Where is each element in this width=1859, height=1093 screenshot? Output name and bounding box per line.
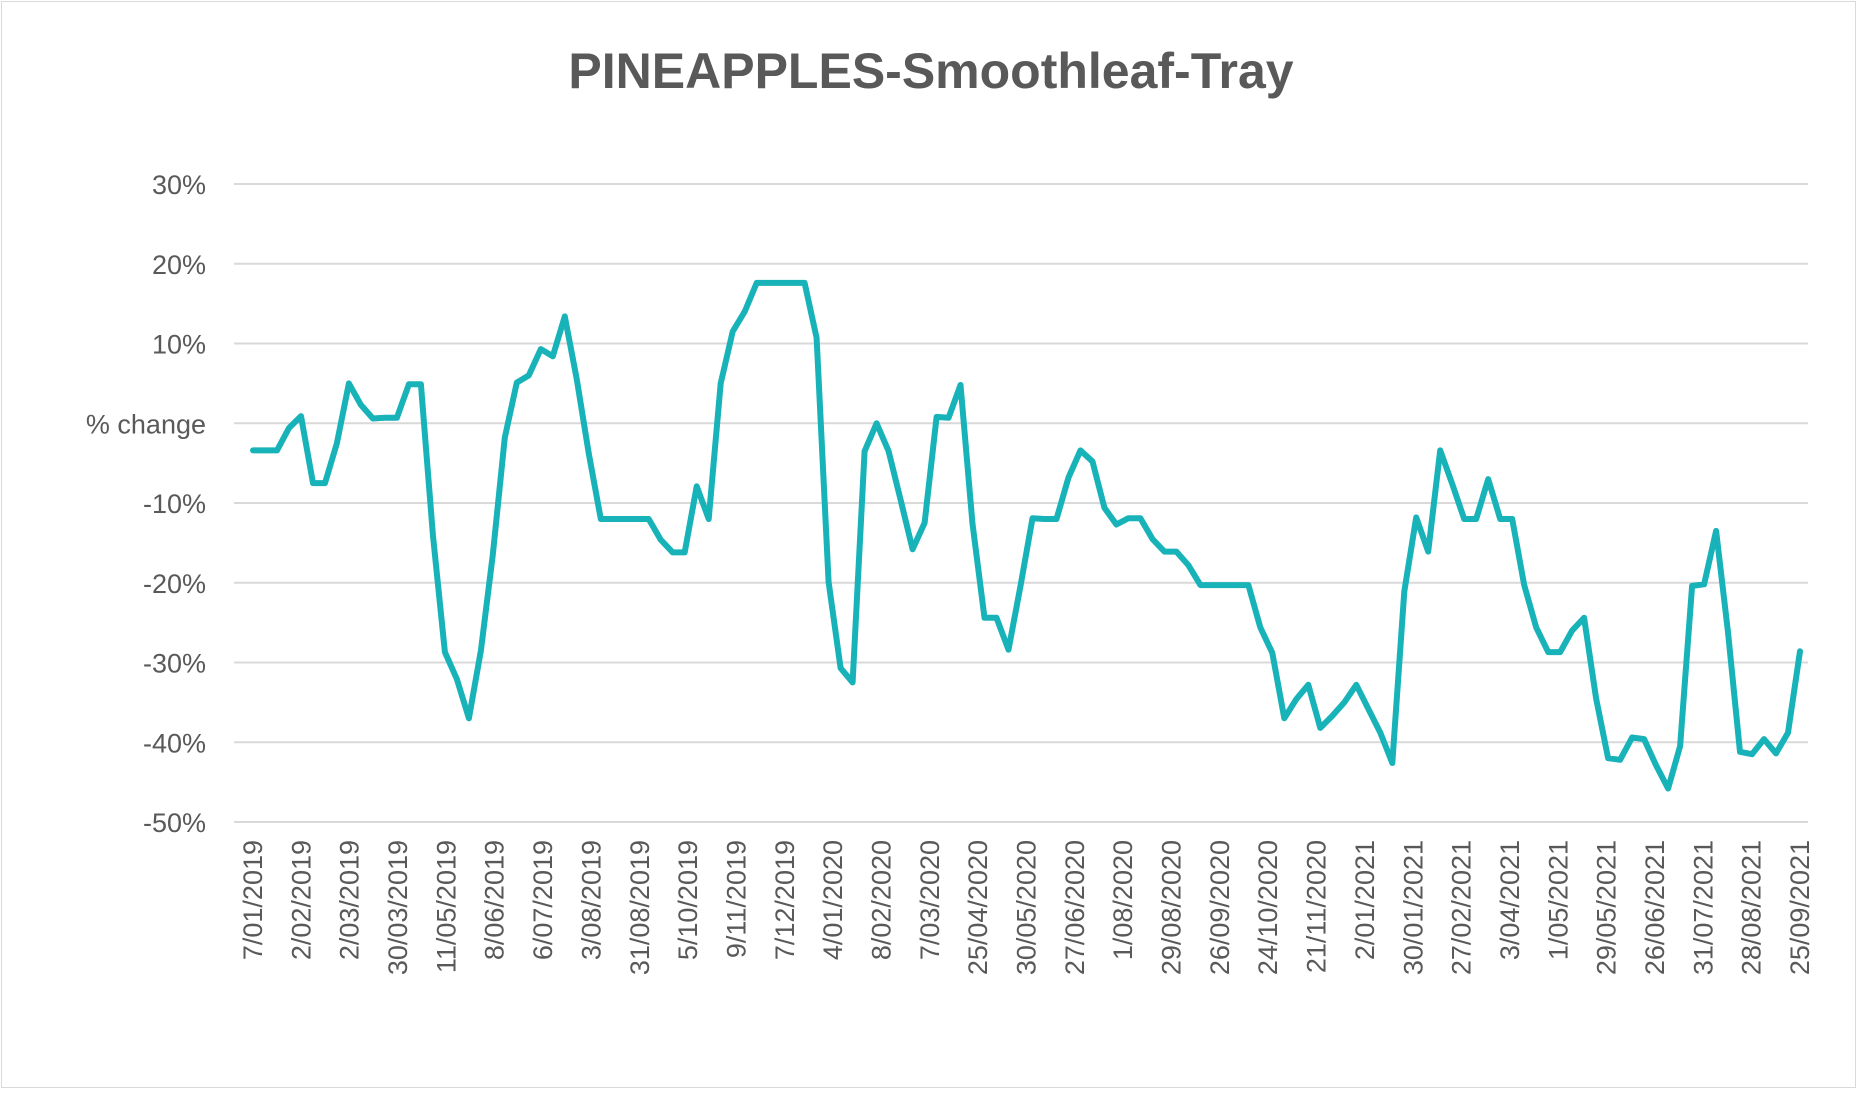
- x-tick-label: 2/01/2021: [1350, 840, 1380, 960]
- x-tick-label: 21/11/2020: [1302, 840, 1332, 973]
- series-layer: [250, 279, 1803, 792]
- x-tick-label: 26/06/2021: [1640, 840, 1670, 975]
- x-tick-label: 7/01/2019: [238, 840, 268, 960]
- x-tick-label: 29/08/2020: [1157, 840, 1187, 975]
- x-tick-label: 3/08/2019: [576, 840, 606, 960]
- x-tick-label: 30/01/2021: [1398, 840, 1428, 975]
- series-line: [250, 279, 1803, 792]
- gridlines: [234, 183, 1808, 823]
- y-tick-label: -10%: [143, 489, 206, 519]
- x-tick-label: 31/08/2019: [625, 840, 655, 975]
- x-tick-label: 24/10/2020: [1253, 840, 1283, 975]
- y-tick-label: 10%: [152, 330, 206, 360]
- x-tick-label: 9/11/2019: [721, 840, 751, 958]
- x-tick-label: 29/05/2021: [1592, 840, 1622, 975]
- x-tick-label: 7/03/2020: [915, 840, 945, 960]
- x-tick-label: 1/08/2020: [1108, 840, 1138, 960]
- x-axis-tick-labels: 7/01/2019 2/02/2019 2/03/2019 30/03/2019 11/…: [238, 840, 1815, 975]
- x-tick-label: 4/01/2020: [818, 840, 848, 960]
- x-tick-label: 11/05/2019: [431, 840, 461, 973]
- x-tick-label: 27/06/2020: [1060, 840, 1090, 975]
- x-tick-label: 28/08/2021: [1737, 840, 1767, 975]
- x-tick-label: 26/09/2020: [1205, 840, 1235, 975]
- x-tick-label: 2/02/2019: [286, 840, 316, 960]
- x-tick-label: 1/05/2021: [1543, 840, 1573, 960]
- x-tick-label: 30/05/2020: [1012, 840, 1042, 975]
- y-tick-label: -20%: [143, 569, 206, 599]
- chart-title: PINEAPPLES-Smoothleaf-Tray: [568, 43, 1293, 99]
- x-tick-label: 3/04/2021: [1495, 840, 1525, 960]
- y-axis-label: % change: [86, 409, 206, 439]
- x-tick-label: 27/02/2021: [1447, 840, 1477, 975]
- x-tick-label: 2/03/2019: [335, 840, 365, 960]
- x-tick-label: 7/12/2019: [770, 840, 800, 960]
- x-tick-label: 8/02/2020: [867, 840, 897, 960]
- x-tick-label: 25/09/2021: [1785, 840, 1815, 975]
- x-tick-label: 31/07/2021: [1688, 840, 1718, 975]
- x-tick-label: 25/04/2020: [963, 840, 993, 975]
- y-tick-label: -50%: [143, 808, 206, 838]
- y-tick-label: -30%: [143, 649, 206, 679]
- y-tick-label: 30%: [152, 170, 206, 200]
- y-tick-label: -40%: [143, 728, 206, 758]
- x-tick-label: 8/06/2019: [480, 840, 510, 960]
- y-tick-label: 20%: [152, 250, 206, 280]
- y-axis-tick-labels: 30% 20% 10% % change -10% -20% -30% -40% -50%: [86, 170, 206, 838]
- x-tick-label: 6/07/2019: [528, 840, 558, 960]
- x-tick-label: 5/10/2019: [673, 840, 703, 960]
- x-tick-label: 30/03/2019: [383, 840, 413, 975]
